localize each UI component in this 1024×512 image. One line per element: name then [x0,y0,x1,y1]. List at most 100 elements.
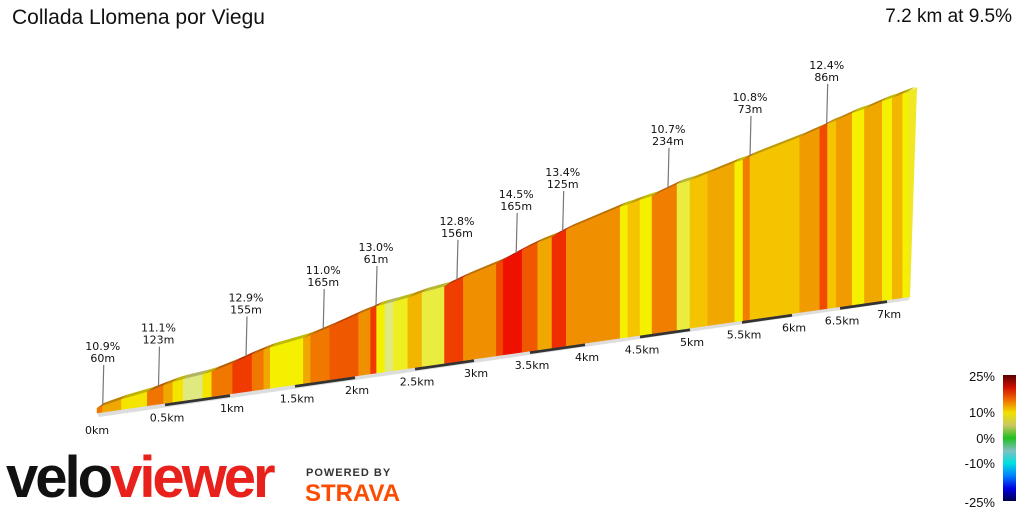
profile-segment [742,156,751,321]
profile-segment [864,100,883,304]
profile-segment-top [892,88,910,98]
annotation-grade: 14.5% [499,188,534,201]
annotation-grade: 10.8% [733,91,768,104]
profile-segment [819,123,828,310]
annotation-grade: 11.0% [306,264,341,277]
profile-segment-top [393,292,415,302]
profile-segment-top [358,304,378,314]
logo-viewer: viewer [110,445,276,510]
distance-tick-label: 6.5km [825,315,860,328]
annotation-length: 61m [364,253,389,266]
annotation-leader-line [515,212,518,253]
profile-segment [551,229,567,349]
annotation-leader-line [375,266,378,307]
axis-base-strip [97,297,910,417]
profile-segment-top [211,358,240,372]
profile-segment [163,381,174,404]
profile-segment [303,334,311,384]
profile-segment [463,263,497,361]
profile-segment-top [902,87,915,94]
strava-logo: STRAVA [305,480,401,507]
annotation-length: 125m [547,178,579,191]
profile-end-face [908,87,917,298]
profile-segment-top [750,131,807,157]
profile-segment-top [690,168,715,181]
profile-segment-top [463,258,504,278]
profile-segment [689,173,708,329]
profile-segment [370,305,377,375]
profile-segment-top [121,386,155,400]
annotation-grade: 11.1% [141,322,176,335]
profile-segment [251,349,265,392]
profile-segment [393,297,409,371]
annotation-leader-line [749,115,752,156]
distance-tick-label: 1.5km [280,393,315,406]
profile-segment [749,136,800,320]
powered-by-text: POWERED BY [306,467,392,479]
profile-segment-top [163,377,180,386]
annotation-grade: 10.7% [651,123,686,136]
logo-velo: velo [6,445,113,510]
annotation-leader-line [157,346,161,387]
profile-segment-top [864,96,890,109]
axis-scale-bar [414,359,475,371]
annotation-length: 86m [814,71,839,84]
profile-segment [96,405,103,414]
profile-segment-top [370,301,384,310]
profile-segment [502,249,523,356]
profile-segment-top [385,296,401,304]
profile-segment [376,303,386,374]
profile-segment-top [252,344,271,355]
profile-segment-top [303,330,318,338]
annotation-leader-line [322,289,325,330]
profile-segment-top [202,366,219,375]
profile-segment-top [329,308,366,327]
annotation-length: 165m [500,200,532,213]
gradient-color-bar [1003,375,1016,501]
profile-segment [882,97,893,301]
profile-segment-top [263,342,278,350]
profile-segment-top [566,201,628,230]
profile-segment [639,195,653,336]
profile-segment [892,93,903,300]
profile-segment-top [827,115,844,124]
distance-tick-label: 4.5km [625,343,660,356]
profile-segment [627,199,641,338]
profile-segment-top [836,108,860,121]
profile-segment-top [677,175,697,185]
annotation-grade: 12.4% [809,59,844,72]
axis-scale-bar [839,300,888,310]
profile-segment-top [522,237,545,251]
profile-segment [827,119,837,309]
profile-segment-top [407,287,430,298]
gradient-legend: 25% 10% 0% -10% -25% [965,369,1016,510]
distance-tick-label: 1km [220,402,244,415]
annotation-length: 155m [230,304,262,317]
profile-segment [537,236,553,351]
profile-segment-top [172,373,191,383]
profile-segment-top [627,194,647,205]
annotation-grade: 10.9% [85,340,120,353]
annotation-grade: 13.4% [545,166,580,179]
legend-label: -10% [965,456,996,471]
distance-tick-label: 5km [680,336,704,349]
annotation-leader-line [456,239,459,280]
profile-segment [310,326,331,383]
distance-tick-label: 7km [877,308,901,321]
axis-scale-bar [164,393,231,407]
legend-label: -25% [965,495,996,510]
profile-segment [619,203,629,339]
distance-tick-label: 3.5km [515,359,550,372]
steep-section-annotations: 10.9%60m11.1%123m12.9%155m11.0%165m13.0%… [85,59,844,405]
profile-segment [263,347,271,390]
annotation-leader-line [667,147,670,188]
annotation-length: 73m [738,103,763,116]
profile-segment-top [640,190,659,200]
annotation-length: 234m [652,135,684,148]
profile-segment [182,374,203,401]
distance-tick-label: 4km [575,351,599,364]
profile-segment-top [496,255,511,264]
profile-segment [851,108,865,306]
profile-segment-top [537,231,559,243]
profile-segment [835,112,853,308]
